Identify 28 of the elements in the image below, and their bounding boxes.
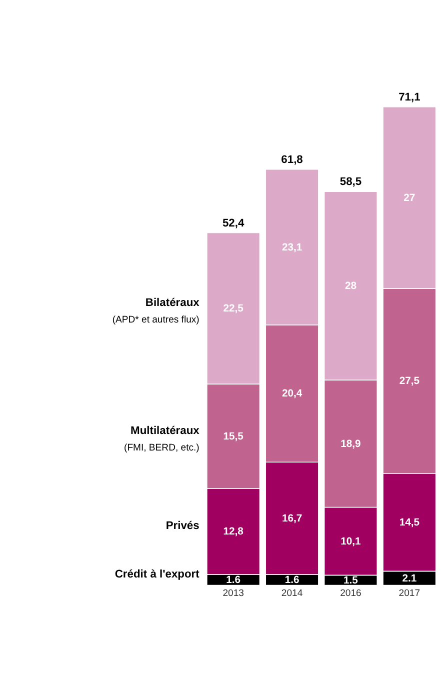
total-label: 71,1: [398, 91, 420, 104]
data-label: 1.5: [344, 575, 358, 586]
data-label: 27: [404, 192, 416, 204]
x-tick-label: 2014: [281, 588, 304, 600]
data-label: 28: [344, 281, 357, 292]
text: Multilatéraux (FMI, BERD, etc.): [124, 424, 200, 454]
series-label: Privés: [166, 520, 200, 532]
total-label: 52,4: [222, 217, 245, 230]
x-tick-label: 2017: [398, 588, 420, 600]
data-label: 2.1: [402, 573, 417, 584]
data-label: 16,7: [282, 514, 302, 525]
data-label: 23,1: [282, 242, 302, 254]
data-label: 1.6: [226, 575, 241, 586]
x-tick-label: 2013: [222, 588, 244, 600]
data-label: 27,5: [399, 376, 420, 388]
data-label: 20,4: [282, 388, 302, 400]
data-label: 22,5: [223, 304, 244, 315]
x-tick-label: 2016: [340, 588, 362, 600]
data-label: 10,1: [340, 536, 362, 548]
total-label: 61,8: [281, 154, 303, 166]
text: Bilatéraux (APD* et autres flux): [112, 296, 200, 326]
data-label: 18,9: [340, 438, 362, 450]
total-label: 58,5: [340, 176, 362, 188]
data-label: 14,5: [399, 518, 420, 529]
data-label: 12,8: [223, 526, 244, 538]
data-label: 1.6: [284, 575, 300, 586]
data-label: 15,5: [223, 431, 244, 442]
series-label: Crédit à l'export: [114, 568, 200, 581]
